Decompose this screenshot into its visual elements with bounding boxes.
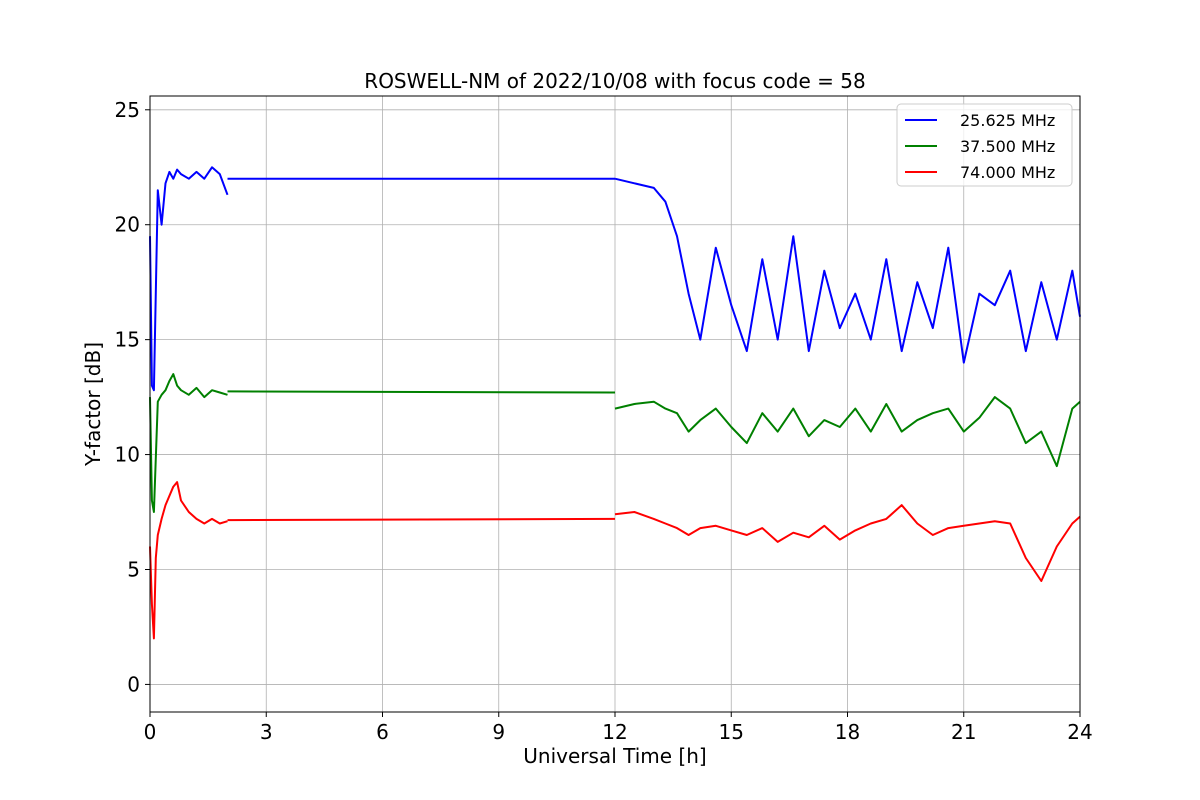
x-tick-label: 6 [376,720,389,744]
series-2 [149,373,1081,513]
x-tick-label: 12 [602,720,627,744]
x-axis: 0 3 6 9 12 15 18 21 24 [144,712,1093,744]
series-line [149,166,229,392]
y-tick-label: 15 [115,328,140,352]
x-axis-label: Universal Time [h] [523,744,706,768]
series-line [614,396,1081,468]
legend-entry: 37.500 MHz [960,137,1055,156]
x-tick-label: 3 [260,720,273,744]
x-tick-label: 0 [144,720,157,744]
y-tick-label: 5 [127,557,140,581]
y-tick-label: 0 [127,672,140,696]
chart-title: ROSWELL-NM of 2022/10/08 with focus code… [364,69,865,93]
y-tick-label: 25 [115,98,140,122]
series-3 [149,481,1081,640]
series-line [149,481,228,640]
legend-entry: 25.625 MHz [960,111,1055,130]
x-tick-label: 24 [1067,720,1092,744]
plot-lines [149,166,1081,640]
x-tick-label: 21 [951,720,976,744]
legend-entry: 74.000 MHz [960,163,1055,182]
y-tick-label: 20 [115,213,140,237]
x-tick-label: 9 [492,720,505,744]
y-tick-label: 10 [115,443,140,467]
y-axis: 0 5 10 15 20 25 [115,98,150,696]
legend-box [896,103,1073,187]
series-line [614,177,1081,364]
series-line [149,373,228,513]
series-line [227,390,616,394]
x-tick-label: 18 [835,720,860,744]
x-tick-label: 15 [719,720,744,744]
legend: 25.625 MHz 37.500 MHz 74.000 MHz [896,103,1073,187]
series-line [227,517,616,522]
y-axis-label: Y-factor [dB] [81,342,105,467]
series-1 [149,166,1081,392]
series-line [614,504,1081,582]
